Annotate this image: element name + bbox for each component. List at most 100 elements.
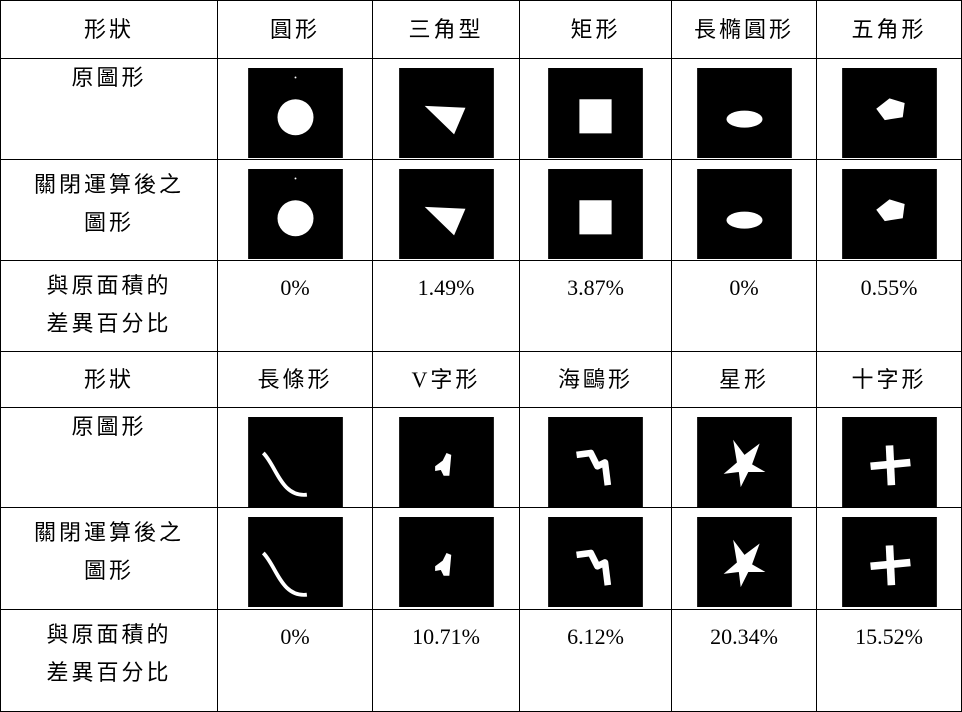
header-cell: 三角型 xyxy=(372,0,520,59)
cell-text: 0% xyxy=(729,275,759,300)
image-cell xyxy=(217,507,373,610)
shape-image xyxy=(696,517,792,607)
shape-image xyxy=(696,68,792,158)
cell-text: 原圖形 xyxy=(71,65,147,90)
image-cell xyxy=(816,58,962,160)
original-row: 原圖形 xyxy=(0,58,962,160)
image-cell xyxy=(816,159,962,261)
header-cell: 五角形 xyxy=(816,0,962,59)
header-row: 形狀 長條形 V字形 海鷗形 星形 十字形 xyxy=(0,351,962,408)
cell-text: 0.55% xyxy=(860,275,918,300)
image-cell xyxy=(519,407,672,508)
cell-text: 關閉運算後之 xyxy=(33,520,184,545)
image-cell xyxy=(671,58,817,160)
cell-text: 原圖形 xyxy=(71,414,147,439)
percent-cell: 3.87% xyxy=(519,260,672,352)
cell-text: 1.49% xyxy=(417,275,475,300)
image-cell xyxy=(372,507,520,610)
row-label: 與原面積的差異百分比 xyxy=(0,609,218,712)
percent-cell: 0% xyxy=(217,609,373,712)
shape-image xyxy=(841,68,937,158)
percent-cell: 0.55% xyxy=(816,260,962,352)
header-cell: 海鷗形 xyxy=(519,351,672,408)
percent-cell: 15.52% xyxy=(816,609,962,712)
header-cell: 十字形 xyxy=(816,351,962,408)
shape-image xyxy=(548,169,643,259)
row-label: 原圖形 xyxy=(0,407,218,508)
cell-text: 15.52% xyxy=(855,624,923,649)
cell-text: 差異百分比 xyxy=(46,660,172,685)
percent-cell: 10.71% xyxy=(372,609,520,712)
shape-image xyxy=(247,68,343,158)
header-cell: V字形 xyxy=(372,351,520,408)
cell-text: 矩形 xyxy=(570,16,621,42)
cell-text: 6.12% xyxy=(567,624,624,649)
image-cell xyxy=(519,58,672,160)
shape-image xyxy=(247,169,343,259)
cell-text: 3.87% xyxy=(567,275,624,300)
cell-text: 十字形 xyxy=(851,366,927,392)
image-cell xyxy=(816,507,962,610)
row-label: 原圖形 xyxy=(0,58,218,160)
shape-image xyxy=(548,68,643,158)
image-cell xyxy=(519,507,672,610)
image-cell xyxy=(217,58,373,160)
cell-text: 20.34% xyxy=(710,624,778,649)
cell-text: 形狀 xyxy=(83,366,134,392)
image-cell xyxy=(217,407,373,508)
header-cell: 長條形 xyxy=(217,351,373,408)
cell-text: 圖形 xyxy=(83,210,134,235)
image-cell xyxy=(217,159,373,261)
cell-text: 星形 xyxy=(718,366,769,392)
cell-text: 關閉運算後之 xyxy=(33,172,184,197)
diff-row: 與原面積的差異百分比 0% 1.49% 3.87% 0% 0.55% xyxy=(0,260,962,352)
header-cell: 長橢圓形 xyxy=(671,0,817,59)
shape-image xyxy=(841,517,937,607)
header-cell: 形狀 xyxy=(0,351,218,408)
shape-image xyxy=(247,517,343,607)
shape-image xyxy=(696,169,792,259)
image-cell xyxy=(519,159,672,261)
image-cell xyxy=(671,507,817,610)
header-cell: 矩形 xyxy=(519,0,672,59)
cell-text: 0% xyxy=(280,275,310,300)
cell-text: 差異百分比 xyxy=(46,311,172,336)
image-cell xyxy=(372,407,520,508)
shape-image xyxy=(548,517,643,607)
cell-text: 圓形 xyxy=(269,16,320,42)
header-row: 形狀 圓形 三角型 矩形 長橢圓形 五角形 xyxy=(0,0,962,59)
cell-text: 海鷗形 xyxy=(557,366,633,392)
cell-text: 0% xyxy=(280,624,310,649)
row-label: 關閉運算後之 圖形 xyxy=(0,159,218,261)
header-cell: 圓形 xyxy=(217,0,373,59)
image-cell xyxy=(372,159,520,261)
cell-text: 長條形 xyxy=(257,366,333,392)
image-cell xyxy=(816,407,962,508)
cell-text: 長橢圓形 xyxy=(693,16,794,42)
percent-cell: 0% xyxy=(217,260,373,352)
cell-text: 與原面積的 xyxy=(46,273,172,298)
cell-text: V字形 xyxy=(411,366,481,392)
cell-text: 五角形 xyxy=(851,16,927,42)
image-cell xyxy=(372,58,520,160)
percent-cell: 0% xyxy=(671,260,817,352)
header-cell: 形狀 xyxy=(0,0,218,59)
shape-image xyxy=(398,517,494,607)
cell-text: 10.71% xyxy=(412,624,480,649)
percent-cell: 1.49% xyxy=(372,260,520,352)
image-cell xyxy=(671,407,817,508)
cell-text: 形狀 xyxy=(83,16,134,42)
shape-image xyxy=(398,169,494,259)
cell-text: 與原面積的 xyxy=(46,622,172,647)
closed-row: 關閉運算後之 圖形 xyxy=(0,159,962,261)
shape-image xyxy=(696,417,792,507)
diff-row: 與原面積的差異百分比 0% 10.71% 6.12% 20.34% 15.52% xyxy=(0,609,962,712)
header-cell: 星形 xyxy=(671,351,817,408)
shape-image xyxy=(398,68,494,158)
closed-row: 關閉運算後之 圖形 xyxy=(0,507,962,610)
row-label: 關閉運算後之 圖形 xyxy=(0,507,218,610)
shape-image xyxy=(548,417,643,507)
shape-image xyxy=(247,417,343,507)
